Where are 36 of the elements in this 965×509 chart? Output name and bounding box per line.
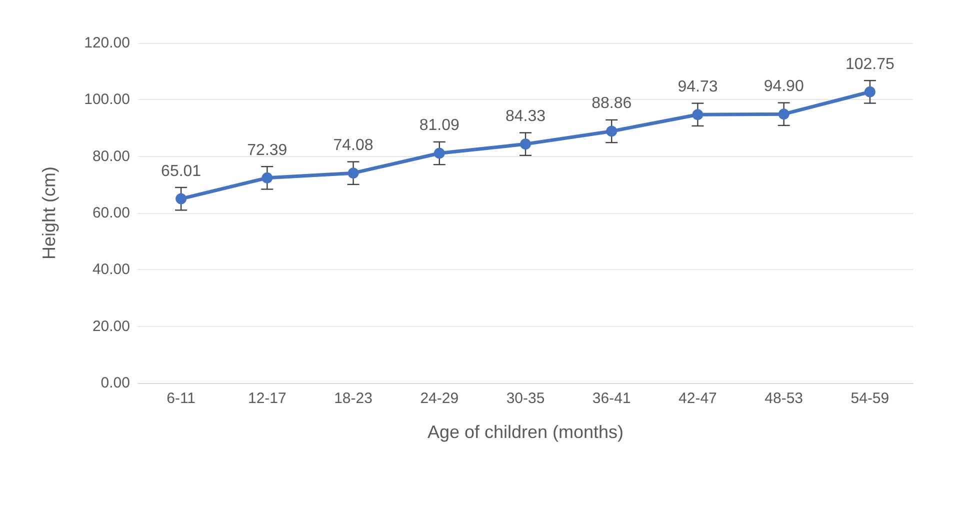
x-tick-label: 30-35 [506, 390, 545, 407]
data-label: 84.33 [505, 108, 546, 126]
y-tick-label: 20.00 [92, 318, 130, 335]
data-label: 102.75 [845, 56, 895, 73]
point [176, 193, 187, 204]
data-label: 81.09 [419, 117, 460, 134]
data-label: 94.73 [678, 78, 718, 96]
data-label: 65.01 [161, 162, 202, 180]
point [606, 126, 618, 137]
point [348, 168, 359, 179]
x-axis-title: Age of children (months) [427, 422, 624, 442]
y-tick-label: 40.00 [92, 261, 130, 278]
x-tick-label: 42-47 [678, 390, 717, 407]
x-tick-label: 48-53 [764, 390, 804, 407]
data-label: 88.86 [592, 95, 632, 112]
point [778, 108, 790, 120]
data-label: 74.08 [333, 137, 374, 154]
x-tick-label: 12-17 [248, 390, 286, 407]
x-tick-label: 36-41 [592, 390, 631, 407]
x-tick-label: 24-29 [420, 390, 459, 407]
data-label: 72.39 [247, 142, 288, 159]
point [434, 148, 445, 159]
point [864, 86, 876, 98]
point [520, 138, 531, 150]
y-tick-label: 60.00 [92, 204, 130, 222]
y-tick-label: 100.00 [84, 91, 130, 108]
y-tick-label: 120.00 [84, 34, 130, 52]
y-tick-label: 80.00 [92, 148, 130, 165]
x-tick-label: 6-11 [166, 390, 196, 407]
data-label: 94.90 [764, 78, 804, 96]
y-tick-label: 0.00 [100, 374, 130, 392]
y-axis-title: Height (cm) [39, 166, 59, 260]
x-tick-label: 18-23 [334, 390, 372, 407]
point [692, 109, 704, 120]
point [262, 172, 273, 184]
x-tick-label: 54-59 [850, 390, 890, 407]
